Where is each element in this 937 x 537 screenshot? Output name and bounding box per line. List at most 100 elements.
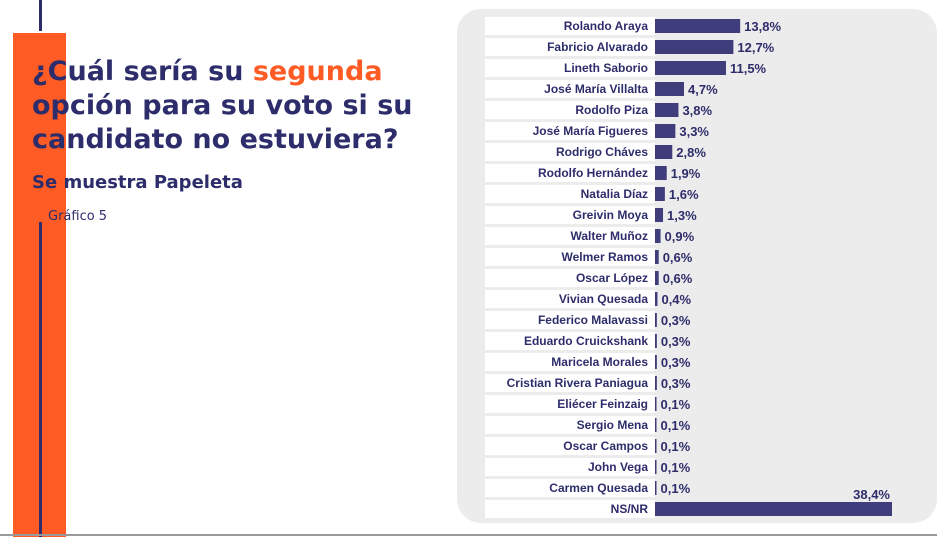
- data-label: 12,7%: [737, 40, 774, 55]
- row-band: [485, 269, 655, 287]
- title-highlight: segunda: [252, 56, 383, 87]
- bar: [655, 460, 657, 474]
- data-label: 0,3%: [661, 376, 691, 391]
- data-label: 4,7%: [688, 82, 718, 97]
- bar: [655, 124, 676, 138]
- data-label: 0,6%: [663, 271, 693, 286]
- bar: [655, 292, 658, 306]
- category-label: NS/NR: [611, 502, 649, 516]
- data-label: 0,1%: [661, 481, 691, 496]
- row-band: [485, 332, 655, 350]
- data-label: 0,9%: [665, 229, 695, 244]
- row-band: [485, 143, 655, 161]
- category-label: Rodrigo Cháves: [556, 145, 648, 159]
- data-label: 38,4%: [853, 487, 890, 502]
- accent-line-bottom: [39, 222, 42, 537]
- category-label: Vivian Quesada: [559, 292, 648, 306]
- bar: [655, 439, 657, 453]
- row-band: [485, 38, 655, 56]
- category-label: Rolando Araya: [564, 19, 649, 33]
- category-label: Rodolfo Hernández: [538, 166, 648, 180]
- row-band: [485, 374, 655, 392]
- data-label: 1,3%: [667, 208, 697, 223]
- row-band: [485, 122, 655, 140]
- title-part-1: ¿Cuál sería su: [32, 56, 253, 87]
- category-label: John Vega: [588, 460, 648, 474]
- bar: [655, 376, 657, 390]
- bar: [655, 208, 664, 222]
- page-subtitle: Se muestra Papeleta: [32, 172, 243, 193]
- data-label: 3,8%: [682, 103, 712, 118]
- bar: [655, 418, 657, 432]
- bar: [655, 481, 657, 495]
- bar: [655, 313, 657, 327]
- row-band: [485, 185, 655, 203]
- row-band: [485, 311, 655, 329]
- bar: [655, 82, 685, 96]
- row-band: [485, 290, 655, 308]
- row-band: [485, 416, 655, 434]
- category-label: Greivin Moya: [573, 208, 649, 222]
- data-label: 0,6%: [663, 250, 693, 265]
- title-part-2: opción para su voto si su candidato no e…: [32, 90, 413, 155]
- row-band: [485, 80, 655, 98]
- data-label: 1,6%: [669, 187, 699, 202]
- category-label: Sergio Mena: [577, 418, 649, 432]
- bar: [655, 19, 741, 33]
- bar: [655, 271, 659, 285]
- bar: [655, 40, 734, 54]
- row-band: [485, 164, 655, 182]
- row-band: [485, 458, 655, 476]
- data-label: 0,1%: [661, 439, 691, 454]
- data-label: 0,1%: [661, 397, 691, 412]
- bar: [655, 250, 659, 264]
- category-label: Lineth Saborio: [564, 61, 648, 75]
- row-band: [485, 395, 655, 413]
- data-label: 0,3%: [661, 334, 691, 349]
- bar: [655, 502, 892, 516]
- category-label: Cristian Rivera Paniagua: [507, 376, 649, 390]
- row-band: [485, 500, 655, 518]
- accent-line-top: [39, 0, 42, 31]
- bottom-rule: [0, 534, 937, 536]
- category-label: Rodolfo Piza: [575, 103, 648, 117]
- row-band: [485, 206, 655, 224]
- row-band: [485, 227, 655, 245]
- data-label: 2,8%: [676, 145, 706, 160]
- category-label: Carmen Quesada: [549, 481, 648, 495]
- row-band: [485, 479, 655, 497]
- category-label: Welmer Ramos: [562, 250, 649, 264]
- bar: [655, 61, 726, 75]
- category-label: Federico Malavassi: [538, 313, 648, 327]
- data-label: 3,3%: [679, 124, 709, 139]
- row-band: [485, 437, 655, 455]
- data-label: 0,4%: [661, 292, 691, 307]
- bar: [655, 355, 657, 369]
- figure-caption: Gráfico 5: [48, 209, 108, 224]
- row-band: [485, 59, 655, 77]
- bar: [655, 145, 673, 159]
- data-label: 11,5%: [730, 61, 767, 76]
- page-title: ¿Cuál sería su segunda opción para su vo…: [32, 55, 452, 157]
- data-label: 13,8%: [744, 19, 781, 34]
- bar: [655, 103, 679, 117]
- data-label: 0,3%: [661, 313, 691, 328]
- row-band: [485, 248, 655, 266]
- row-band: [485, 17, 655, 35]
- category-label: Natalia Díaz: [581, 187, 648, 201]
- bar: [655, 187, 665, 201]
- row-band: [485, 101, 655, 119]
- bar: [655, 166, 667, 180]
- category-label: José María Figueres: [533, 124, 649, 138]
- category-label: Fabricio Alvarado: [547, 40, 648, 54]
- category-label: Walter Muñoz: [570, 229, 648, 243]
- data-label: 0,1%: [661, 460, 691, 475]
- data-label: 1,9%: [671, 166, 701, 181]
- category-label: Oscar López: [576, 271, 648, 285]
- bar: [655, 397, 657, 411]
- data-label: 0,3%: [661, 355, 691, 370]
- category-label: Eliécer Feinzaig: [557, 397, 648, 411]
- category-label: Eduardo Cruickshank: [524, 334, 648, 348]
- row-band: [485, 353, 655, 371]
